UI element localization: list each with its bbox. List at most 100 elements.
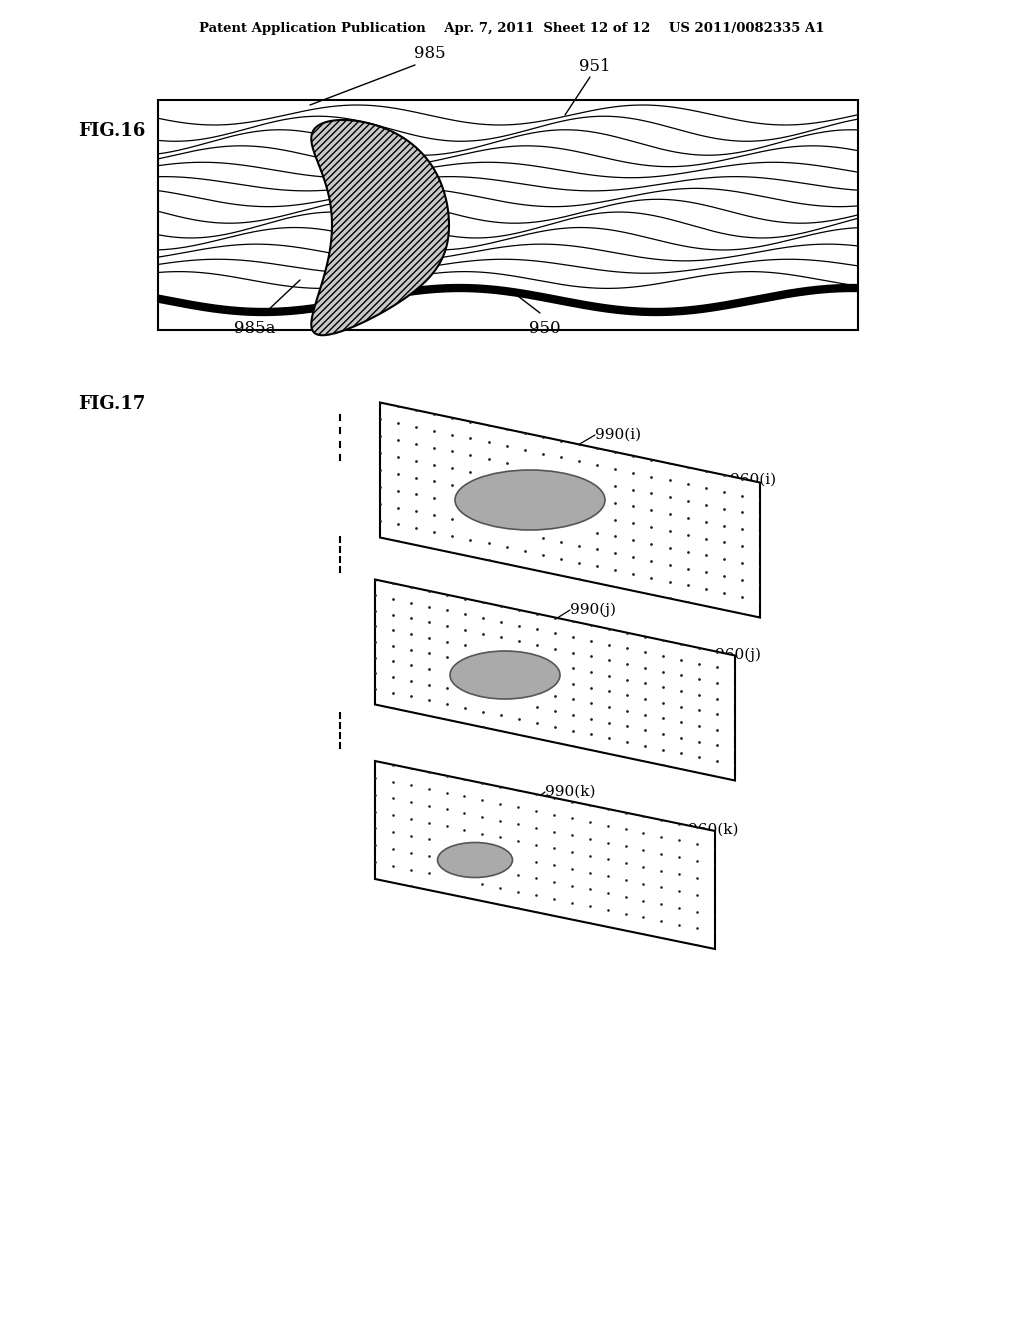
Point: [546, 838, 562, 859]
Point: [439, 585, 456, 606]
Point: [716, 549, 732, 570]
Point: [671, 863, 687, 884]
Point: [691, 731, 708, 752]
Point: [734, 484, 751, 506]
Point: [372, 477, 388, 498]
Point: [680, 591, 696, 612]
Point: [565, 689, 582, 710]
Point: [390, 480, 407, 502]
Point: [528, 619, 545, 640]
Point: [462, 445, 478, 466]
Point: [607, 577, 624, 598]
Point: [727, 770, 743, 791]
Point: [680, 524, 696, 545]
Point: [697, 562, 714, 583]
Point: [553, 430, 569, 451]
Point: [643, 550, 659, 572]
Point: [709, 657, 725, 678]
Point: [583, 661, 599, 682]
Point: [528, 603, 545, 624]
Point: [444, 407, 461, 428]
Point: [367, 784, 383, 805]
Point: [426, 420, 442, 441]
Point: [499, 436, 515, 457]
Point: [599, 849, 615, 870]
Point: [402, 775, 419, 796]
Point: [546, 855, 562, 876]
Point: [565, 721, 582, 742]
Point: [372, 392, 388, 413]
Point: [583, 677, 599, 698]
Point: [457, 713, 473, 734]
Point: [617, 853, 634, 874]
Point: [385, 771, 401, 792]
Point: [385, 651, 401, 672]
Point: [421, 863, 437, 884]
Point: [635, 840, 651, 861]
Point: [680, 558, 696, 579]
Point: [421, 879, 437, 900]
Point: [727, 723, 743, 744]
Point: [385, 698, 401, 719]
Point: [635, 805, 651, 826]
Point: [662, 470, 678, 491]
Point: [547, 607, 563, 628]
Point: [563, 825, 580, 846]
Point: [617, 920, 634, 941]
Point: [618, 715, 635, 737]
Point: [691, 638, 708, 659]
Point: [689, 867, 706, 888]
Point: [385, 619, 401, 640]
Point: [662, 587, 678, 609]
Point: [601, 618, 617, 639]
Point: [565, 735, 582, 756]
Point: [480, 414, 497, 436]
Point: [499, 418, 515, 440]
Point: [643, 500, 659, 521]
Polygon shape: [375, 579, 735, 780]
Point: [617, 886, 634, 907]
Point: [582, 896, 598, 917]
Point: [599, 816, 615, 837]
Point: [390, 498, 407, 519]
Text: Patent Application Publication    Apr. 7, 2011  Sheet 12 of 12    US 2011/008233: Patent Application Publication Apr. 7, 2…: [200, 22, 824, 36]
Point: [527, 817, 544, 838]
Text: FIG.17: FIG.17: [78, 395, 145, 413]
Point: [528, 697, 545, 718]
Point: [421, 812, 437, 833]
Point: [727, 739, 743, 760]
Point: [511, 631, 527, 652]
Point: [402, 859, 419, 880]
Point: [582, 862, 598, 883]
Point: [582, 812, 598, 833]
Point: [565, 611, 582, 632]
Point: [643, 449, 659, 470]
Text: 950: 950: [529, 319, 561, 337]
Point: [421, 643, 437, 664]
Point: [752, 607, 768, 628]
Point: [421, 779, 437, 800]
Point: [734, 519, 751, 540]
Point: [601, 727, 617, 748]
Point: [462, 462, 478, 483]
Point: [673, 743, 689, 764]
Point: [553, 565, 569, 586]
Point: [390, 413, 407, 434]
Point: [565, 673, 582, 694]
Point: [727, 708, 743, 729]
Point: [408, 535, 424, 556]
Point: [607, 458, 624, 479]
Point: [457, 619, 473, 640]
Point: [625, 529, 641, 550]
Point: [607, 475, 624, 496]
Point: [426, 539, 442, 560]
Point: [589, 438, 605, 459]
Point: [439, 647, 456, 668]
Point: [385, 667, 401, 688]
Point: [752, 540, 768, 561]
Point: [583, 709, 599, 730]
Point: [367, 851, 383, 873]
Point: [635, 857, 651, 878]
Point: [601, 697, 617, 718]
Point: [752, 556, 768, 577]
